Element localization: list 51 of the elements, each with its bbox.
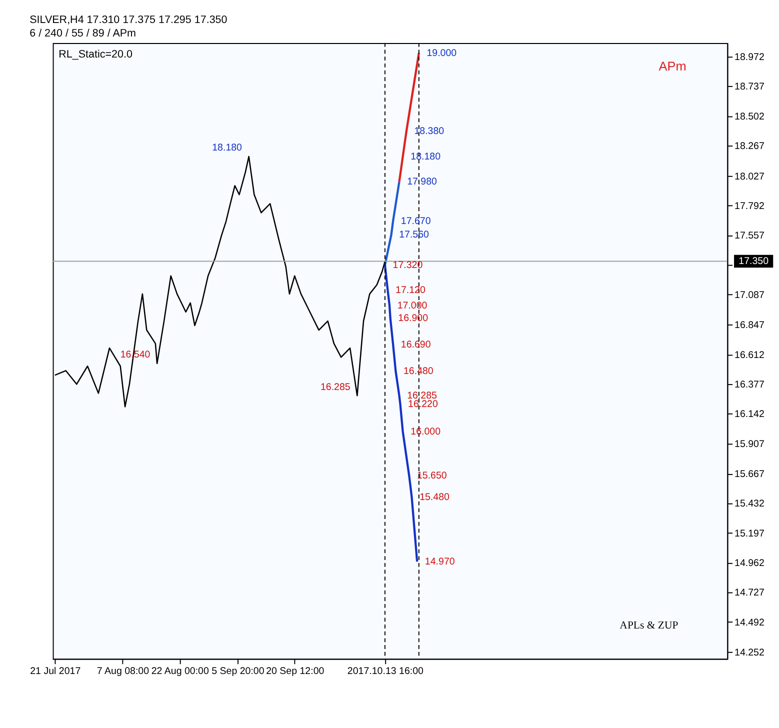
annotation: 15.480 <box>420 492 450 504</box>
y-tick-label: 14.492 <box>734 617 764 628</box>
y-tick-label: 16.142 <box>734 409 764 420</box>
y-tick-label: 17.087 <box>734 290 764 301</box>
annotation: 17.320 <box>392 260 424 271</box>
x-tick-label: 7 Aug 08:00 <box>96 666 150 677</box>
annotation: 18.180 <box>410 151 442 162</box>
annotation: 14.970 <box>424 556 456 568</box>
y-tick-label: 14.727 <box>734 588 764 599</box>
annotation: 17.000 <box>397 300 428 312</box>
chart-subtitle: 6 / 240 / 55 / 89 / APm <box>30 28 136 40</box>
x-tick-label: 22 Aug 00:00 <box>151 666 210 677</box>
y-tick-label: 17.792 <box>734 200 764 212</box>
annotation: 16.220 <box>408 398 438 410</box>
y-tick-label: 15.432 <box>734 498 764 510</box>
chart-title: SILVER,H4 17.310 17.375 17.295 17.350 <box>30 14 228 26</box>
y-tick-label: 15.907 <box>734 438 764 450</box>
y-tick-label: 18.502 <box>734 111 764 122</box>
annotation: 17.120 <box>396 285 426 296</box>
y-tick-label: 18.027 <box>734 171 764 182</box>
y-tick-label: 15.667 <box>734 469 764 480</box>
x-tick-label: 5 Sep 20:00 <box>212 666 265 677</box>
annotation: 16.000 <box>410 426 442 438</box>
y-tick-label: 18.737 <box>734 82 764 93</box>
annotation: 17.670 <box>400 216 432 227</box>
y-tick-label: 16.612 <box>734 350 764 361</box>
x-tick-label: 20 Sep 12:00 <box>266 666 325 677</box>
annotation: 16.285 <box>320 382 351 393</box>
annotation: 18.180 <box>212 142 243 154</box>
annotation: 19.000 <box>426 48 458 59</box>
annotation: 16.900 <box>398 312 429 324</box>
y-tick-label: 16.847 <box>734 320 764 332</box>
y-tick-label: 18.972 <box>734 52 764 64</box>
annotation: 17.560 <box>399 230 430 241</box>
x-tick-label: 2017.10.13 16:00 <box>347 666 424 677</box>
y-tick-label: 14.962 <box>734 558 764 570</box>
annotation: RL_Static=20.0 <box>58 48 132 61</box>
annotation: 18.380 <box>414 126 445 138</box>
y-tick-label: 15.197 <box>734 528 764 540</box>
annotation: 17.980 <box>407 176 438 188</box>
y-tick-label: 17.557 <box>734 230 764 242</box>
annotation: APm <box>658 59 686 74</box>
y-tick-label: 18.267 <box>734 140 764 152</box>
x-tick-label: 21 Jul 2017 <box>30 666 81 677</box>
ref-line-label: 17.350 <box>738 256 770 268</box>
annotation: 15.650 <box>416 470 448 482</box>
y-tick-label: 14.252 <box>734 648 764 659</box>
annotation: 16.690 <box>400 339 432 350</box>
y-tick-label: 16.377 <box>734 379 764 390</box>
annotation: APLs & ZUP <box>620 619 678 632</box>
annotation: 16.480 <box>403 366 434 377</box>
